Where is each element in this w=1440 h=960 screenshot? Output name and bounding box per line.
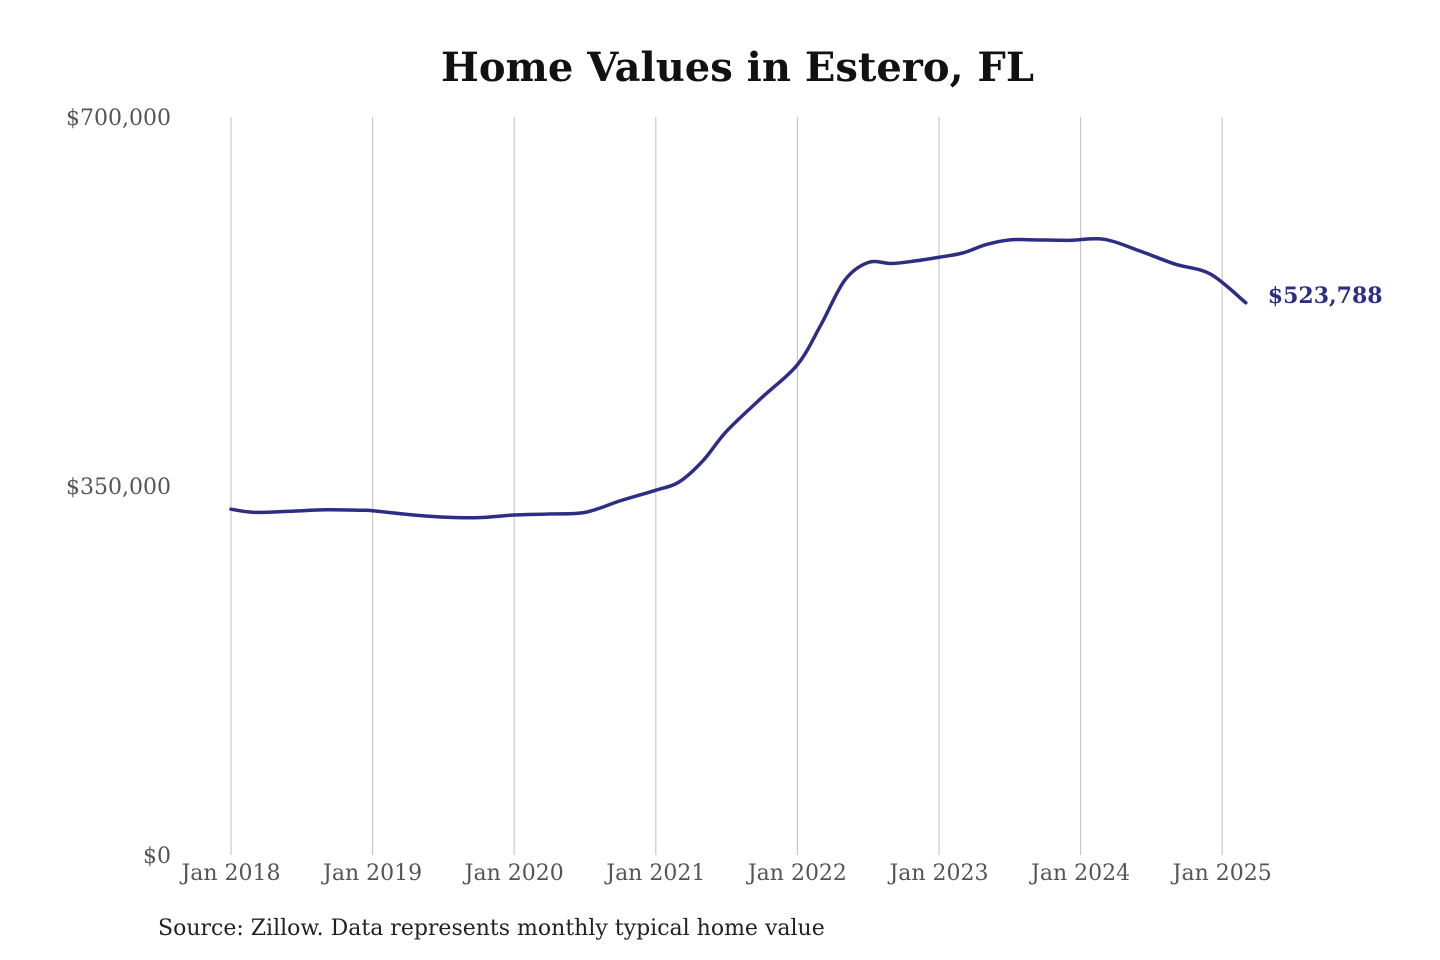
- x-tick-label: Jan 2023: [887, 861, 988, 886]
- x-tick-label: Jan 2018: [179, 861, 280, 886]
- x-tick-label: Jan 2019: [321, 861, 422, 886]
- source-note: Source: Zillow. Data represents monthly …: [158, 916, 825, 941]
- x-axis-ticks: Jan 2018 Jan 2019 Jan 2020 Jan 2021 Jan 2022…: [179, 861, 1271, 886]
- x-tick-label: Jan 2024: [1029, 861, 1130, 886]
- y-tick-label: $0: [143, 844, 171, 869]
- x-tick-label: Jan 2021: [604, 861, 705, 886]
- x-tick-label: Jan 2020: [463, 861, 564, 886]
- y-tick-label: $350,000: [66, 475, 171, 500]
- series-group: [229, 236, 1248, 520]
- x-tick-label: Jan 2022: [746, 861, 847, 886]
- y-axis-ticks: $0 $350,000 $700,000: [66, 106, 171, 869]
- end-value-label: $523,788: [1268, 283, 1383, 309]
- chart-title: Home Values in Estero, FL: [441, 44, 1034, 91]
- x-tick-label: Jan 2025: [1171, 861, 1272, 886]
- grid-lines: [230, 117, 1223, 855]
- y-tick-label: $700,000: [66, 106, 171, 131]
- home-value-line: [229, 236, 1248, 520]
